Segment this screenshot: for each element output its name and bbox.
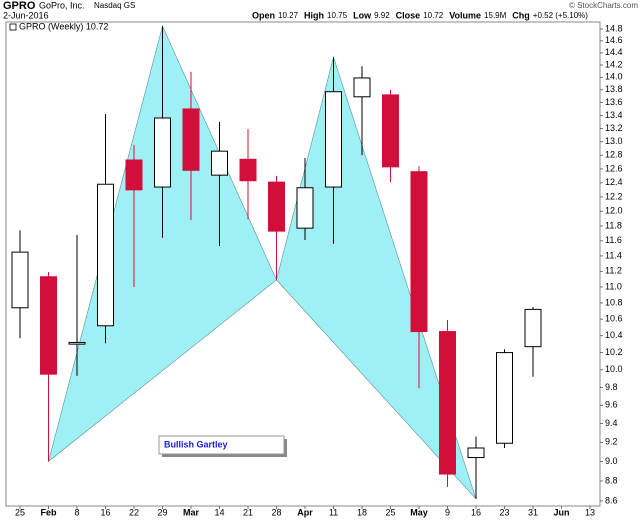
candle-body (211, 150, 228, 176)
y-tick-label: 14.2 (605, 59, 623, 69)
candle-body (154, 117, 171, 188)
x-tick-label: 21 (243, 507, 253, 517)
exchange: Nasdaq GS (94, 1, 135, 10)
x-tick-label: 25 (15, 507, 25, 517)
candle-body (68, 341, 86, 345)
y-tick-label: 12.8 (605, 150, 623, 160)
x-tick-label: 18 (357, 507, 367, 517)
y-tick-label: 9.2 (605, 437, 618, 447)
x-tick-label: 11 (329, 507, 338, 517)
y-tick-label: 11.6 (605, 235, 622, 245)
legend: GPRO (Weekly) 10.72 (19, 21, 108, 31)
candle-body (125, 159, 143, 191)
stat-label: Chg (512, 10, 530, 20)
y-tick-label: 8.8 (605, 475, 618, 485)
x-tick-label: Mar (183, 507, 200, 517)
y-tick-label: 13.4 (605, 110, 623, 120)
x-tick-label: 14 (214, 507, 224, 517)
y-tick-label: 13.0 (605, 136, 623, 146)
stat-value: 10.72 (423, 11, 444, 20)
stat-value: +0.52 (+5.10%) (533, 11, 588, 20)
y-tick-label: 9.0 (605, 456, 618, 466)
x-tick-label: 29 (157, 507, 167, 517)
candle-body (467, 447, 485, 459)
y-tick-label: 12.2 (605, 191, 623, 201)
y-tick-label: 10.2 (605, 347, 623, 357)
x-tick-label: 23 (499, 507, 509, 517)
y-tick-label: 14.0 (605, 72, 623, 82)
y-tick-label: 12.4 (605, 177, 623, 187)
candle-body (239, 158, 257, 182)
y-tick-label: 9.6 (605, 400, 618, 410)
candle-body (382, 94, 399, 168)
y-tick-label: 11.2 (605, 266, 622, 276)
candle-body (410, 171, 428, 333)
legend-icon (9, 23, 17, 31)
stats: Open 10.27 High 10.75 Low 9.92 Close 10.72 Volum… (252, 10, 588, 20)
pattern-label: Bullish Gartley (164, 439, 228, 449)
stat-value: 9.92 (374, 11, 390, 20)
y-tick-label: 10.6 (605, 314, 623, 324)
y-tick-label: 11.8 (605, 220, 622, 230)
candle-body (524, 308, 542, 348)
y-tick-label: 12.6 (605, 163, 623, 173)
x-tick-label: 16 (100, 507, 110, 517)
candle-body (325, 91, 342, 188)
x-tick-label: 22 (129, 507, 139, 517)
candle-body (439, 331, 456, 475)
company-name: GoPro, Inc. (39, 0, 85, 10)
y-tick-label: 14.8 (605, 23, 623, 33)
axes: 8.6 8.8 9.0 9.2 9.4 9.6 9.8 10.0 10.2 10.4 10.6 10.… (15, 23, 623, 517)
y-tick-label: 14.4 (605, 47, 623, 57)
candle-body (11, 251, 29, 309)
x-tick-label: Apr (297, 507, 313, 517)
annotation-box (158, 435, 285, 455)
x-tick-label: Feb (40, 507, 57, 517)
y-tick-label: 9.8 (605, 382, 618, 392)
x-tick-label: 16 (471, 507, 481, 517)
x-tick-label: 28 (271, 507, 281, 517)
stat-label: High (304, 10, 324, 20)
x-tick-label: 8 (74, 507, 79, 517)
x-tick-label: May (410, 507, 428, 517)
stat-value: 15.9M (484, 11, 507, 20)
candle-body (182, 108, 200, 171)
y-tick-label: 9.4 (605, 418, 618, 428)
x-tick-label: 25 (385, 507, 395, 517)
y-tick-label: 12.0 (605, 206, 623, 216)
y-tick-label: 14.6 (605, 35, 623, 45)
y-tick-label: 10.8 (605, 297, 623, 307)
y-tick-label: 8.6 (605, 495, 618, 505)
stat-label: Open (252, 10, 275, 20)
y-tick-label: 11.0 (605, 281, 622, 291)
x-tick-label: Jun (553, 507, 569, 517)
y-tick-label: 10.4 (605, 330, 623, 340)
candle-body (296, 187, 314, 229)
candle-body (268, 181, 285, 232)
x-tick-label: 31 (528, 507, 538, 517)
candles (11, 26, 542, 499)
y-tick-label: 11.4 (605, 250, 622, 260)
plot-frame (5, 21, 601, 507)
candle-body (97, 183, 114, 327)
y-tick-label: 10.0 (605, 364, 623, 374)
candle-body (40, 276, 57, 375)
y-tick-label: 13.8 (605, 84, 623, 94)
date: 2-Jun-2016 (3, 10, 49, 20)
candle-body (353, 77, 371, 98)
stat-value: 10.27 (278, 11, 299, 20)
symbol: GPRO (3, 0, 36, 12)
stat-label: Low (353, 10, 372, 20)
x-tick-label: 13 (585, 507, 595, 517)
candle-body (496, 352, 513, 444)
stat-label: Close (396, 10, 421, 20)
y-tick-label: 13.2 (605, 123, 623, 133)
y-tick-label: 13.6 (605, 97, 623, 107)
stat-value: 10.75 (327, 11, 348, 20)
credit: © StockCharts.com (569, 1, 638, 10)
stat-label: Volume (449, 10, 481, 20)
x-tick-label: 9 (445, 507, 450, 517)
